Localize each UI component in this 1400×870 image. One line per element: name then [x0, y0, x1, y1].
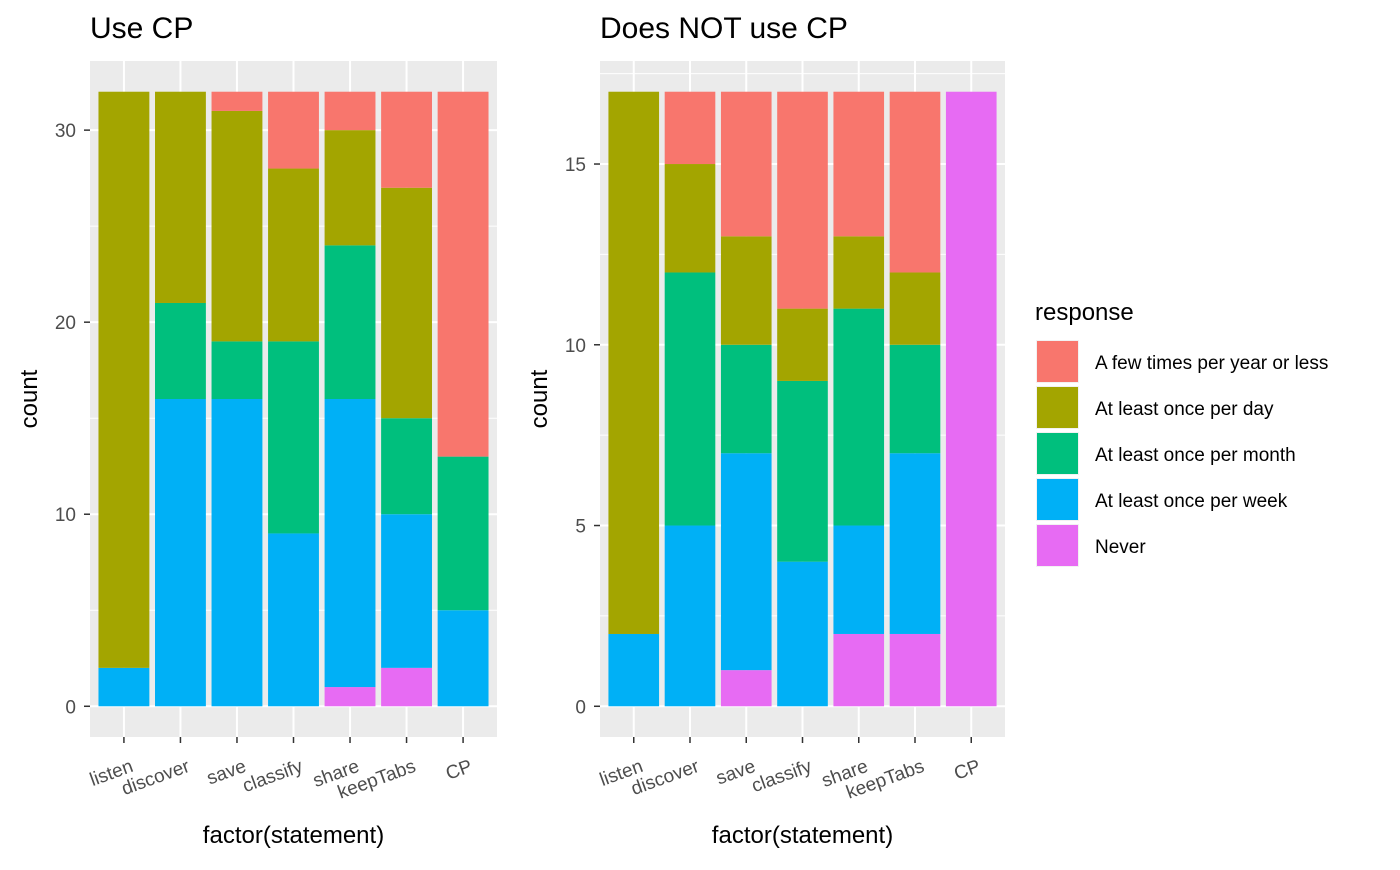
bar-segment-listen-at-least-once-per-day	[608, 91, 660, 634]
bar-segment-keepTabs-never	[381, 667, 432, 707]
legend-label: Never	[1095, 537, 1146, 558]
bar-segment-classify-at-least-once-per-week	[268, 533, 319, 707]
bar-segment-listen-at-least-once-per-week	[98, 667, 150, 707]
bar-segment-classify-at-least-once-per-day	[777, 308, 828, 381]
bar-segment-save-at-least-once-per-day	[211, 110, 263, 342]
bar-segment-classify-at-least-once-per-day	[268, 168, 319, 342]
bar-segment-save-a-few-times-per-year-or-less	[720, 91, 772, 237]
bar-segment-CP-at-least-once-per-month	[437, 456, 489, 611]
y-tick-label: 0	[575, 697, 586, 718]
bar-segment-CP-never	[945, 91, 997, 707]
bar-segment-discover-at-least-once-per-week	[155, 399, 206, 707]
legend-label: A few times per year or less	[1095, 353, 1328, 374]
bar-segment-keepTabs-never	[889, 633, 941, 707]
bar-segment-classify-a-few-times-per-year-or-less	[777, 91, 828, 309]
bar-segment-save-at-least-once-per-month	[211, 341, 263, 399]
legend-label: At least once per day	[1095, 399, 1274, 420]
bar-segment-share-never	[324, 687, 376, 707]
bar-segment-listen-at-least-once-per-week	[608, 633, 660, 707]
panel-title: Does NOT use CP	[600, 12, 848, 45]
y-axis-title: count	[526, 369, 553, 428]
bar-segment-share-at-least-once-per-month	[833, 308, 885, 526]
bar-segment-keepTabs-at-least-once-per-week	[889, 453, 941, 634]
bar-segment-keepTabs-at-least-once-per-month	[889, 344, 941, 454]
legend-swatch	[1037, 341, 1078, 382]
legend-label: At least once per week	[1095, 491, 1288, 512]
bar-segment-keepTabs-at-least-once-per-month	[381, 418, 432, 515]
legend-swatch	[1037, 525, 1078, 566]
bar-segment-keepTabs-a-few-times-per-year-or-less	[381, 91, 432, 188]
bar-segment-keepTabs-at-least-once-per-week	[381, 514, 432, 668]
bar-segment-share-a-few-times-per-year-or-less	[324, 91, 376, 131]
y-tick-label: 0	[65, 697, 76, 718]
bar-segment-classify-at-least-once-per-month	[268, 341, 319, 534]
legend-label: At least once per month	[1095, 445, 1296, 466]
bar-segment-save-never	[720, 670, 772, 707]
y-tick-label: 15	[565, 155, 586, 176]
legend: response A few times per year or less At …	[1035, 299, 1328, 567]
y-axis-title: count	[16, 369, 43, 428]
bar-segment-save-at-least-once-per-month	[720, 344, 772, 454]
x-tick-label: classify	[240, 756, 306, 797]
bar-segment-share-at-least-once-per-day	[324, 130, 376, 246]
bar-segment-discover-a-few-times-per-year-or-less	[664, 91, 716, 165]
y-tick-label: 10	[565, 336, 586, 357]
bar-segment-share-at-least-once-per-week	[833, 525, 885, 634]
legend-swatch	[1037, 433, 1078, 474]
bar-segment-classify-at-least-once-per-month	[777, 380, 828, 562]
legend-title: response	[1035, 299, 1134, 326]
bar-segment-keepTabs-at-least-once-per-day	[889, 272, 941, 345]
bar-segment-share-never	[833, 633, 885, 707]
y-tick-label: 10	[55, 505, 76, 526]
x-tick-label: CP	[951, 756, 983, 785]
bar-segment-CP-at-least-once-per-week	[437, 610, 489, 707]
bar-segment-listen-at-least-once-per-day	[98, 91, 150, 668]
legend-swatch	[1037, 387, 1078, 428]
bar-segment-save-a-few-times-per-year-or-less	[211, 91, 263, 111]
bar-segment-classify-a-few-times-per-year-or-less	[268, 91, 319, 169]
bar-segment-share-at-least-once-per-week	[324, 399, 376, 688]
bar-segment-discover-at-least-once-per-month	[155, 302, 206, 399]
bar-segment-save-at-least-once-per-day	[720, 236, 772, 345]
x-axis-title: factor(statement)	[203, 822, 384, 849]
x-tick-label: classify	[749, 756, 815, 797]
bar-segment-keepTabs-a-few-times-per-year-or-less	[889, 91, 941, 273]
bar-segment-discover-at-least-once-per-day	[155, 91, 206, 303]
y-tick-label: 30	[55, 121, 76, 142]
x-tick-label: CP	[443, 756, 475, 785]
bar-segment-discover-at-least-once-per-week	[664, 525, 716, 707]
bar-segment-share-at-least-once-per-month	[324, 245, 376, 399]
bar-segment-discover-at-least-once-per-month	[664, 272, 716, 526]
y-tick-label: 5	[575, 517, 586, 538]
bar-segment-share-a-few-times-per-year-or-less	[833, 91, 885, 237]
bar-segment-classify-at-least-once-per-week	[777, 561, 828, 707]
bar-segment-save-at-least-once-per-week	[720, 453, 772, 671]
bar-segment-keepTabs-at-least-once-per-day	[381, 187, 432, 419]
bar-segment-share-at-least-once-per-day	[833, 236, 885, 309]
bar-segment-save-at-least-once-per-week	[211, 399, 263, 707]
bar-segment-CP-a-few-times-per-year-or-less	[437, 91, 489, 457]
bar-segment-discover-at-least-once-per-day	[664, 164, 716, 273]
x-axis-title: factor(statement)	[712, 822, 893, 849]
y-tick-label: 20	[55, 313, 76, 334]
panel-title: Use CP	[90, 12, 193, 45]
legend-swatch	[1037, 479, 1078, 520]
